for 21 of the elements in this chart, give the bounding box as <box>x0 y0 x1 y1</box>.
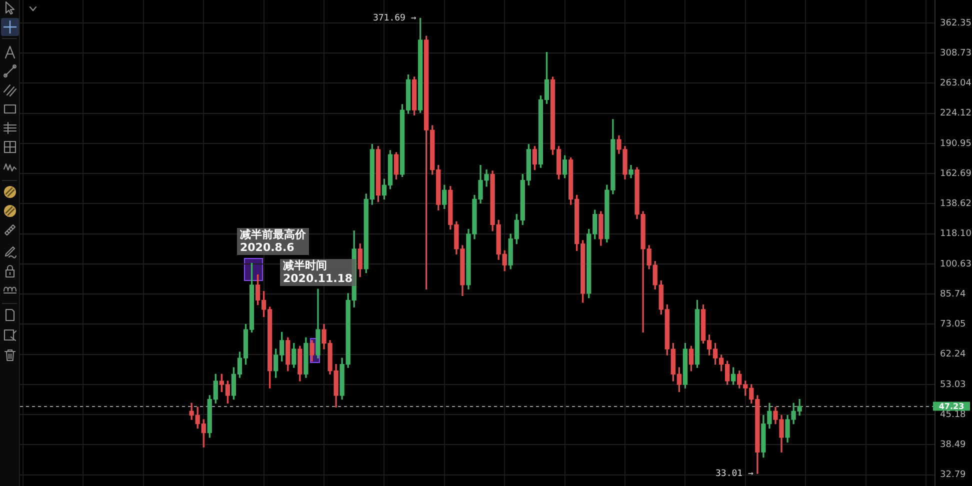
y-tick-label: 73.05 <box>940 320 966 330</box>
y-tick-label: 138.62 <box>940 199 972 210</box>
y-tick-label: 224.12 <box>940 108 972 119</box>
y-tick-label: 85.74 <box>940 289 966 300</box>
y-tick-label: 100.63 <box>940 259 972 270</box>
y-tick-label: 308.73 <box>940 48 972 58</box>
ref-line-label: 47.23 <box>938 402 964 411</box>
y-tick-label: 263.04 <box>940 78 972 89</box>
y-tick-label: 118.10 <box>940 229 972 240</box>
annotation: 371.69 → <box>372 14 417 24</box>
y-tick-label: 190.95 <box>940 138 972 149</box>
annotation: 减半时间 2020.11.18 <box>283 258 353 285</box>
y-tick-label: 162.69 <box>940 168 972 179</box>
y-tick-label: 62.24 <box>940 350 966 360</box>
y-tick-label: 38.49 <box>940 440 966 450</box>
y-tick-label: 53.03 <box>940 380 966 390</box>
y-tick-label: 45.18 <box>940 410 966 420</box>
y-tick-label: 32.79 <box>940 470 966 480</box>
annotation: 减半前最高价 2020.8.6 <box>240 228 307 254</box>
annotation: 33.01 → <box>715 468 754 479</box>
y-tick-label: 362.35 <box>940 18 972 28</box>
